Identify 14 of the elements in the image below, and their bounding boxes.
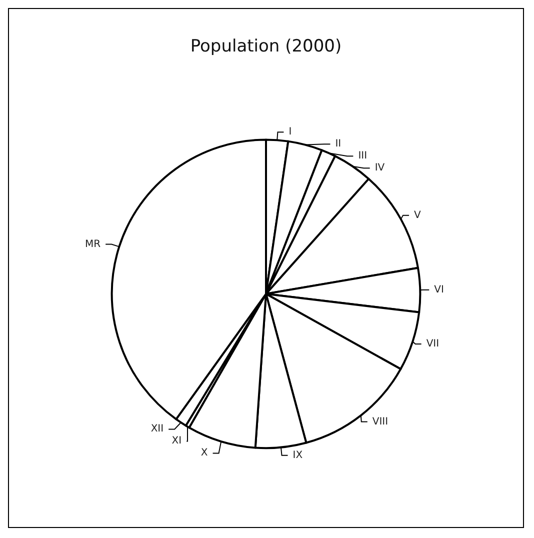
slice-label: XI xyxy=(172,436,182,447)
slice-label: I xyxy=(288,126,292,138)
slice-label: VII xyxy=(426,338,440,350)
slice-label: V xyxy=(414,210,422,221)
slice-label: VI xyxy=(434,284,444,296)
chart-title: Population (2000) xyxy=(190,36,342,56)
slice-label: VIII xyxy=(372,416,388,428)
slice-label: III xyxy=(358,150,368,162)
slice-label: XII xyxy=(150,424,164,435)
slice-label: IX xyxy=(292,450,303,461)
slice-label: MR xyxy=(85,238,101,250)
slice-label: IV xyxy=(374,162,385,174)
slice-label: X xyxy=(200,448,208,459)
slice-label: II xyxy=(335,138,342,150)
